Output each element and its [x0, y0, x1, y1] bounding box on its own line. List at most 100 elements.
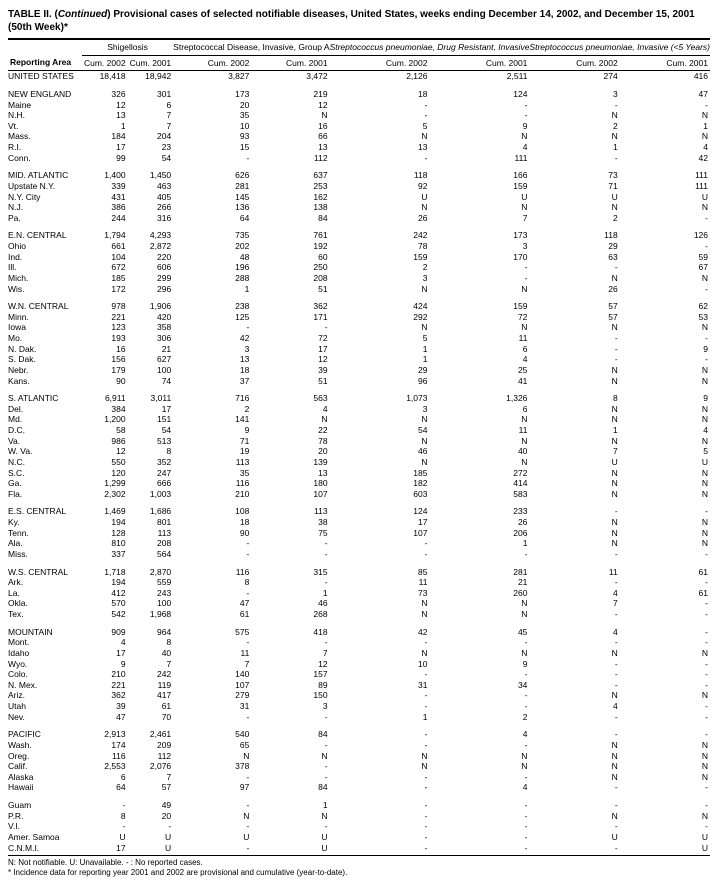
value-cell: N — [330, 436, 430, 447]
area-cell: Nev. — [8, 712, 82, 723]
area-cell: Upstate N.Y. — [8, 181, 82, 192]
area-header: Reporting Area — [8, 55, 82, 71]
group-header: Streptococcus pneumoniae, Invasive (<5 Y… — [529, 39, 710, 55]
value-cell: 1 — [529, 425, 619, 436]
value-cell: 84 — [251, 213, 329, 224]
area-cell: Mont. — [8, 637, 82, 648]
value-cell: 431 — [82, 192, 128, 203]
value-cell: 417 — [128, 690, 174, 701]
value-cell: 46 — [330, 446, 430, 457]
value-cell: N — [620, 131, 710, 142]
value-cell: 801 — [128, 517, 174, 528]
value-cell: N — [173, 811, 251, 822]
value-cell: U — [330, 192, 430, 203]
value-cell: 116 — [173, 478, 251, 489]
value-cell: 1,718 — [82, 560, 128, 578]
value-cell: - — [330, 740, 430, 751]
value-cell: N — [620, 538, 710, 549]
table-row: Nebr.17910018392925NN — [8, 365, 710, 376]
value-cell: N — [529, 322, 619, 333]
table-row: E.N. CENTRAL1,7944,293735761242173118126 — [8, 223, 710, 241]
value-cell: N — [620, 690, 710, 701]
value-cell: 3 — [429, 241, 529, 252]
value-cell: N — [620, 110, 710, 121]
table-row: Mo.1933064272511-- — [8, 333, 710, 344]
value-cell: - — [529, 821, 619, 832]
value-cell: - — [620, 577, 710, 588]
value-cell: - — [251, 821, 329, 832]
value-cell: 138 — [251, 202, 329, 213]
value-cell: - — [128, 821, 174, 832]
value-cell: N — [251, 414, 329, 425]
value-cell: 151 — [128, 414, 174, 425]
value-cell: N — [429, 457, 529, 468]
value-cell: - — [429, 669, 529, 680]
area-cell: C.N.M.I. — [8, 843, 82, 854]
value-cell: - — [429, 262, 529, 273]
value-cell: 242 — [330, 223, 430, 241]
value-cell: - — [429, 740, 529, 751]
value-cell: - — [429, 843, 529, 854]
value-cell: 124 — [330, 499, 430, 517]
value-cell: N — [529, 811, 619, 822]
value-cell: 250 — [251, 262, 329, 273]
value-cell: - — [529, 549, 619, 560]
value-cell: 173 — [429, 223, 529, 241]
value-cell: 583 — [429, 489, 529, 500]
value-cell: 100 — [128, 365, 174, 376]
value-cell: 208 — [251, 273, 329, 284]
value-cell: - — [173, 843, 251, 854]
value-cell: U — [620, 843, 710, 854]
title-continued: Continued — [58, 9, 107, 20]
value-cell: 159 — [429, 181, 529, 192]
value-cell: 2 — [529, 213, 619, 224]
value-cell: 78 — [330, 241, 430, 252]
value-cell: 666 — [128, 478, 174, 489]
value-cell: 2,511 — [429, 71, 529, 82]
value-cell: 96 — [330, 376, 430, 387]
value-cell: 542 — [82, 609, 128, 620]
value-cell: 206 — [429, 528, 529, 539]
value-cell: 31 — [173, 701, 251, 712]
value-cell: 7 — [251, 648, 329, 659]
table-row: Kans.907437519641NN — [8, 376, 710, 387]
table-row: Maine1262012---- — [8, 100, 710, 111]
value-cell: 575 — [173, 620, 251, 638]
area-cell: Va. — [8, 436, 82, 447]
value-cell: 63 — [529, 252, 619, 263]
value-cell: 35 — [173, 468, 251, 479]
value-cell: - — [251, 322, 329, 333]
value-cell: 126 — [620, 223, 710, 241]
table-row: Ga.1,299666116180182414NN — [8, 478, 710, 489]
area-cell: N.H. — [8, 110, 82, 121]
value-cell: 71 — [529, 181, 619, 192]
value-cell: 107 — [251, 489, 329, 500]
value-cell: N — [330, 609, 430, 620]
value-cell: 4 — [620, 142, 710, 153]
table-row: Vt.1710165921 — [8, 121, 710, 132]
value-cell: 51 — [251, 284, 329, 295]
value-cell: - — [529, 680, 619, 691]
table-row: E.S. CENTRAL1,4691,686108113124233-- — [8, 499, 710, 517]
value-cell: - — [620, 100, 710, 111]
value-cell: 243 — [128, 588, 174, 599]
value-cell: - — [173, 637, 251, 648]
value-cell: 66 — [251, 131, 329, 142]
value-cell: 420 — [128, 312, 174, 323]
value-cell: N — [429, 609, 529, 620]
value-cell: 6,911 — [82, 386, 128, 404]
area-cell: R.I. — [8, 142, 82, 153]
area-cell: Fla. — [8, 489, 82, 500]
value-cell: 810 — [82, 538, 128, 549]
value-cell: N — [330, 414, 430, 425]
value-cell: 21 — [128, 344, 174, 355]
value-cell: 550 — [82, 457, 128, 468]
table-row: Ohio6612,87220219278329- — [8, 241, 710, 252]
value-cell: 162 — [251, 192, 329, 203]
value-cell: 25 — [429, 365, 529, 376]
value-cell: 10 — [173, 121, 251, 132]
value-cell: 18,418 — [82, 71, 128, 82]
value-cell: 301 — [128, 82, 174, 100]
table-row: N.C.550352113139NNUU — [8, 457, 710, 468]
value-cell: 23 — [128, 142, 174, 153]
